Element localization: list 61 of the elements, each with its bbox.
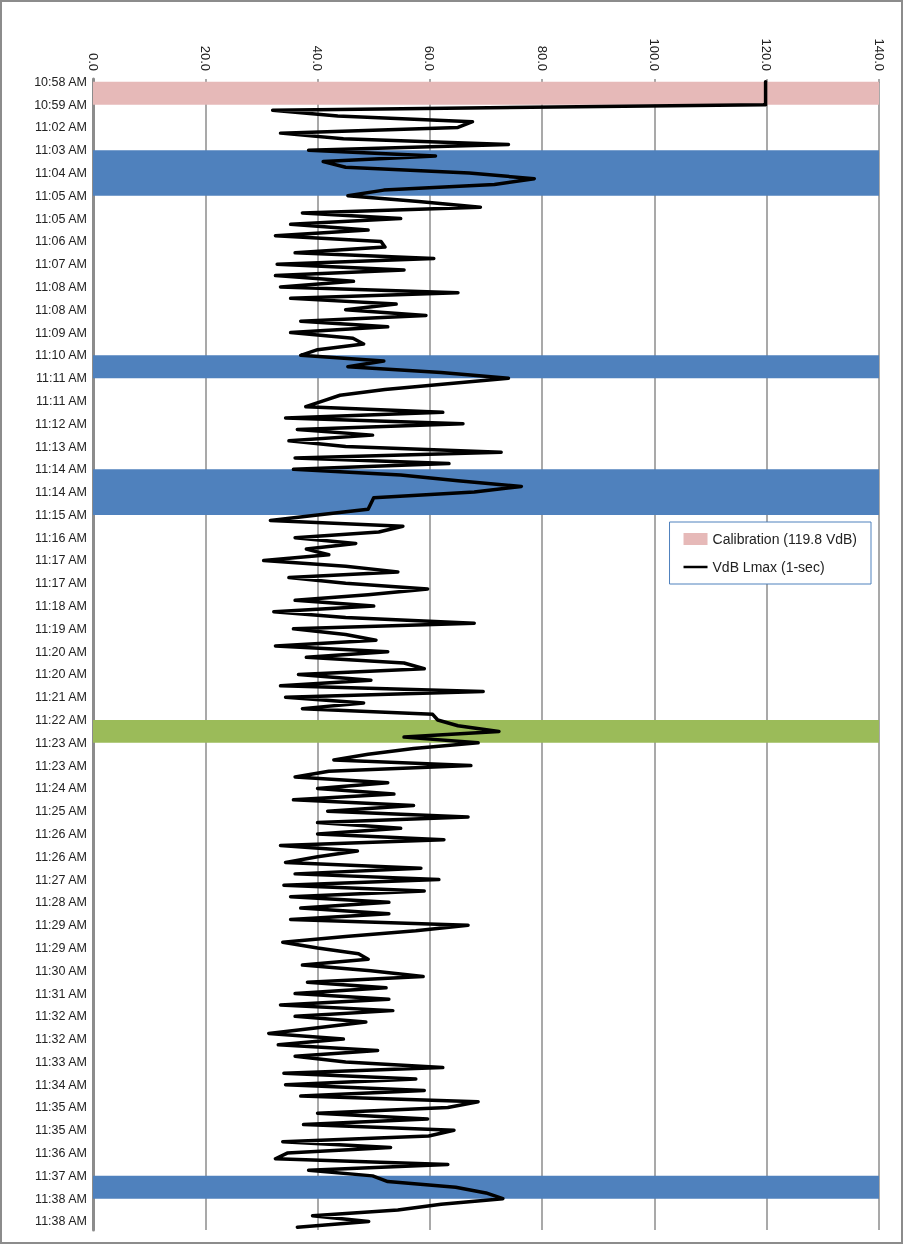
y-tick-label: 11:29 AM: [35, 940, 87, 955]
y-tick-label: 11:34 AM: [35, 1077, 87, 1092]
y-tick-label: 11:03 AM: [35, 143, 87, 158]
y-tick-label: 11:20 AM: [35, 644, 87, 659]
y-tick-label: 11:16 AM: [35, 530, 87, 545]
y-tick-label: 11:25 AM: [35, 804, 87, 819]
y-tick-label: 11:15 AM: [35, 507, 87, 522]
y-tick-label: 11:07 AM: [35, 257, 87, 272]
y-tick-label: 11:17 AM: [35, 576, 87, 591]
y-tick-label: 11:38 AM: [35, 1191, 87, 1206]
y-tick-label: 11:09 AM: [35, 325, 87, 340]
y-tick-label: 11:05 AM: [35, 188, 87, 203]
y-tick-label: 11:14 AM: [35, 462, 87, 477]
x-tick-label: 60.0: [422, 45, 438, 71]
y-tick-label: 11:22 AM: [35, 713, 87, 728]
y-tick-label: 11:02 AM: [35, 120, 87, 135]
y-tick-label: 11:08 AM: [35, 279, 87, 294]
y-tick-label: 11:19 AM: [35, 621, 87, 636]
y-tick-label: 10:59 AM: [34, 97, 87, 112]
x-tick-label: 80.0: [534, 45, 550, 71]
y-tick-label: 11:24 AM: [35, 781, 87, 796]
y-tick-label: 11:13 AM: [35, 439, 87, 454]
legend-label: VdB Lmax (1-sec): [712, 559, 825, 575]
legend-label: Calibration (119.8 VdB): [712, 531, 857, 547]
y-tick-label: 11:30 AM: [35, 963, 87, 978]
y-tick-label: 11:35 AM: [35, 1123, 87, 1138]
y-tick-label: 11:29 AM: [35, 918, 87, 933]
y-tick-label: 11:37 AM: [35, 1168, 87, 1183]
y-tick-label: 11:20 AM: [35, 667, 87, 682]
x-tick-label: 40.0: [310, 45, 326, 71]
x-tick-label: 0.0: [85, 52, 101, 71]
y-tick-label: 11:04 AM: [35, 166, 87, 181]
y-tick-label: 11:35 AM: [35, 1100, 87, 1115]
y-tick-label: 11:27 AM: [35, 872, 87, 887]
y-tick-label: 11:10 AM: [35, 348, 87, 363]
y-tick-label: 11:11 AM: [36, 393, 87, 408]
y-tick-label: 11:23 AM: [35, 758, 87, 773]
y-tick-label: 11:21 AM: [35, 690, 87, 705]
y-tick-label: 11:26 AM: [35, 849, 87, 864]
y-tick-label: 11:14 AM: [35, 485, 87, 500]
y-tick-label: 11:08 AM: [35, 302, 87, 317]
y-tick-label: 11:33 AM: [35, 1054, 87, 1069]
y-tick-label: 10:58 AM: [34, 74, 87, 89]
y-tick-label: 11:05 AM: [35, 211, 87, 226]
y-tick-label: 11:11 AM: [36, 371, 87, 386]
x-tick-label: 120.0: [759, 38, 775, 71]
x-tick-label: 100.0: [646, 38, 662, 71]
x-tick-label: 20.0: [197, 45, 213, 71]
y-tick-label: 11:32 AM: [35, 1032, 87, 1047]
y-tick-label: 11:26 AM: [35, 826, 87, 841]
y-tick-label: 11:06 AM: [35, 234, 87, 249]
y-tick-label: 11:38 AM: [35, 1214, 87, 1229]
y-tick-label: 11:18 AM: [35, 599, 87, 614]
y-tick-label: 11:36 AM: [35, 1146, 87, 1161]
y-tick-label: 11:17 AM: [35, 553, 87, 568]
y-tick-label: 11:28 AM: [35, 895, 87, 910]
y-tick-label: 11:23 AM: [35, 735, 87, 750]
y-tick-label: 11:31 AM: [35, 986, 87, 1001]
y-tick-label: 11:12 AM: [35, 416, 87, 431]
y-tick-label: 11:32 AM: [35, 1009, 87, 1024]
x-tick-label: 140.0: [871, 38, 887, 71]
